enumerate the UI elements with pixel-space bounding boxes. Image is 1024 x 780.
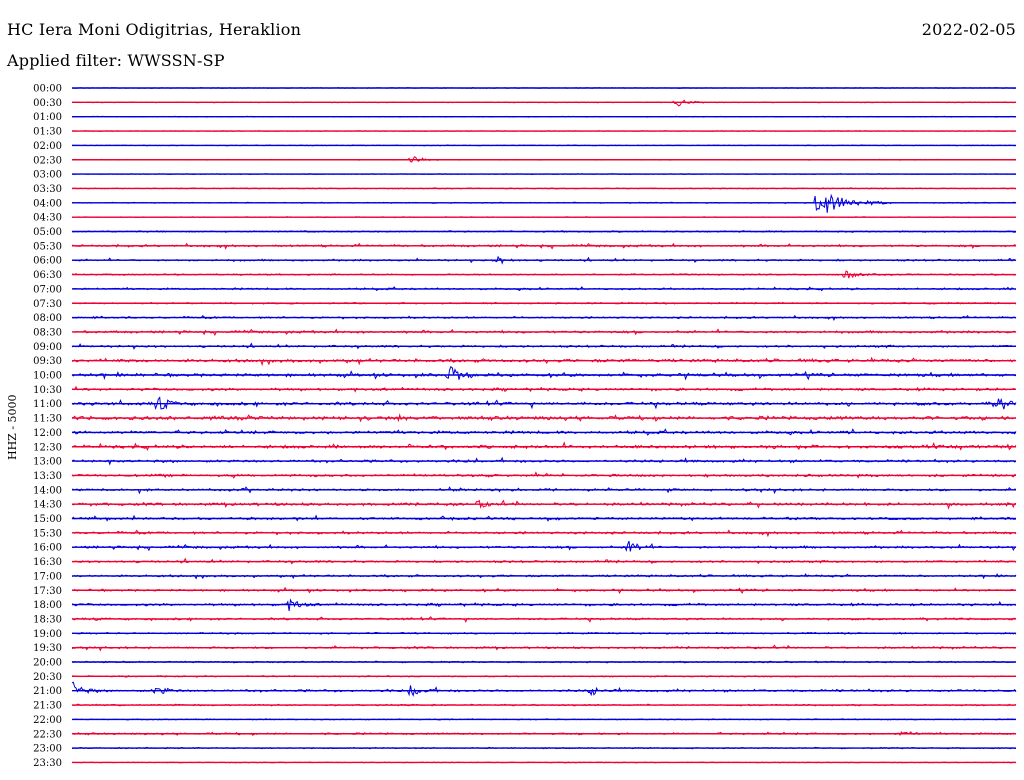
row-label: 14:00 [33,485,62,496]
row-label: 12:00 [33,428,62,439]
row-label: 06:30 [33,270,62,281]
row-label: 16:00 [33,543,62,554]
channel-label: HHZ - 5000 [6,394,19,460]
trace-18-00 [71,598,1017,611]
row-label: 20:30 [33,672,62,683]
trace-11-30 [71,413,1017,423]
row-label: 11:00 [33,399,62,410]
row-label: 13:00 [33,457,62,468]
row-label: 16:30 [33,557,62,568]
row-label: 09:00 [33,342,62,353]
row-label: 03:00 [33,170,62,181]
trace-group [71,87,1017,764]
row-label: 04:30 [33,213,62,224]
row-label: 18:30 [33,614,62,625]
row-label: 06:00 [33,256,62,267]
station-title: HC Iera Moni Odigitrias, Heraklion [7,20,302,39]
row-label: 05:30 [33,241,62,252]
row-label: 20:00 [33,658,62,669]
row-label: 10:00 [33,371,62,382]
row-label: 17:30 [33,586,62,597]
row-label: 08:30 [33,327,62,338]
row-label: 15:30 [33,528,62,539]
trace-00-30 [71,99,1017,107]
row-label: 07:30 [33,299,62,310]
tick-label-group: 00:00 00:30 01:00 01:30 02:00 02:30 03:00 03:30… [33,84,62,769]
row-label: 19:30 [33,643,62,654]
row-label: 23:00 [33,744,62,755]
row-label: 12:30 [33,442,62,453]
row-label: 18:00 [33,600,62,611]
row-label: 23:30 [33,758,62,769]
row-label: 22:00 [33,715,62,726]
trace-04-00 [71,193,1017,213]
row-label: 10:30 [33,385,62,396]
row-label: 22:30 [33,729,62,740]
row-label: 02:30 [33,155,62,166]
trace-16-00 [71,540,1017,552]
filter-label: Applied filter: WWSSN-SP [7,51,225,70]
row-label: 04:00 [33,198,62,209]
row-label: 11:30 [33,414,62,425]
row-label: 21:30 [33,701,62,712]
row-label: 08:00 [33,313,62,324]
row-label: 01:30 [33,127,62,138]
row-label: 19:00 [33,629,62,640]
row-label: 01:00 [33,112,62,123]
row-label: 17:00 [33,571,62,582]
trace-21-00 [71,681,1017,697]
trace-10-00 [71,366,1016,381]
row-label: 03:30 [33,184,62,195]
row-label: 14:30 [33,500,62,511]
row-label: 00:30 [33,98,62,109]
row-label: 13:30 [33,471,62,482]
row-label: 15:00 [33,514,62,525]
row-label: 21:00 [33,686,62,697]
row-label: 09:30 [33,356,62,367]
row-label: 02:00 [33,141,62,152]
plot-date: 2022-02-05 [921,20,1016,39]
row-label: 05:00 [33,227,62,238]
row-label: 07:00 [33,284,62,295]
row-label: 00:00 [33,84,62,95]
